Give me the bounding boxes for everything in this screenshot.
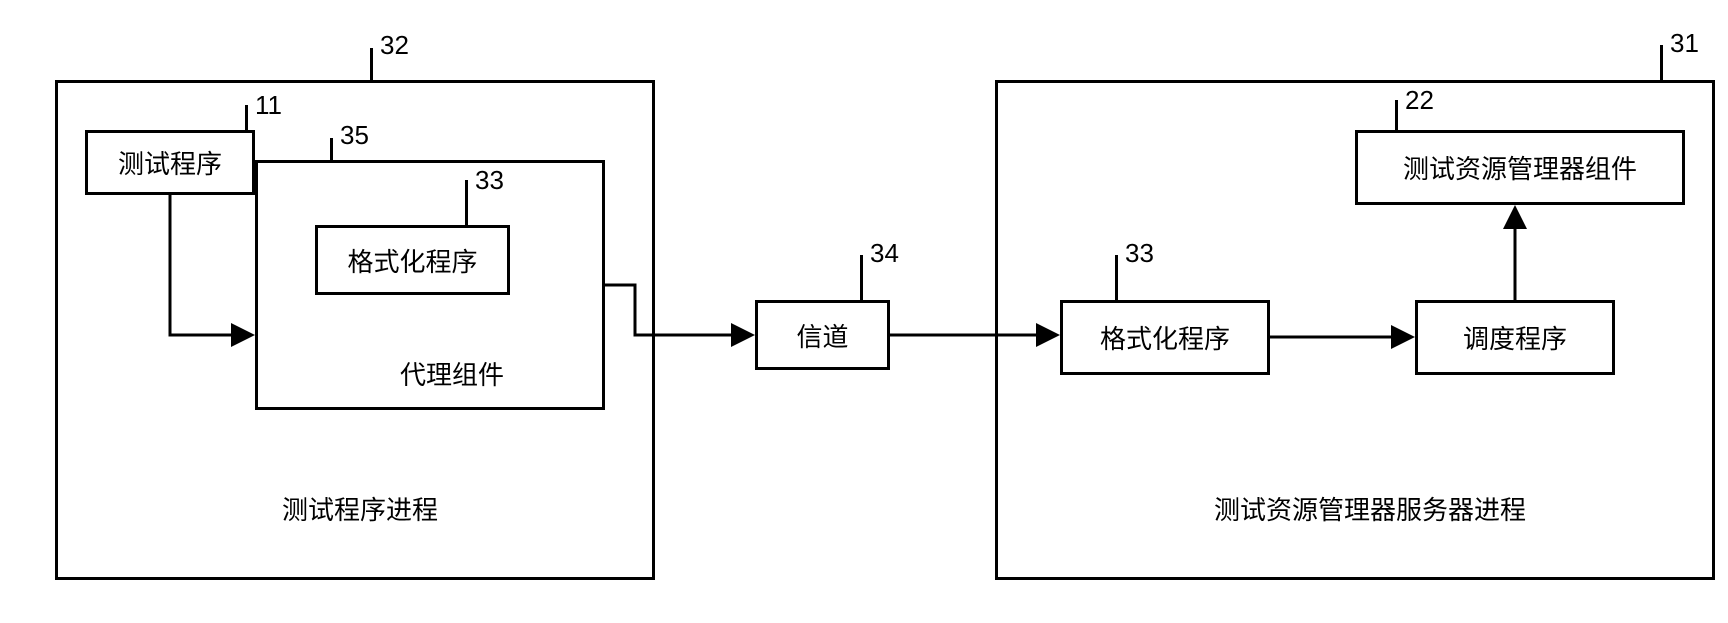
test-program-label: 测试程序 — [118, 144, 222, 181]
channel-box: 信道 — [755, 300, 890, 370]
dispatcher-label: 调度程序 — [1463, 319, 1567, 356]
test-program-box: 测试程序 — [85, 130, 255, 195]
left-formatter-lead — [465, 180, 468, 225]
left-formatter-num: 33 — [475, 165, 504, 196]
left-formatter-box: 格式化程序 — [315, 225, 510, 295]
manager-label: 测试资源管理器组件 — [1403, 149, 1637, 186]
channel-num: 34 — [870, 238, 899, 269]
right-process-lead — [1660, 45, 1663, 80]
manager-box: 测试资源管理器组件 — [1355, 130, 1685, 205]
diagram-root: 32 测试程序 11 35 代理组件 格式化程序 33 测试程序进程 信道 34… — [20, 20, 1728, 603]
proxy-num: 35 — [340, 120, 369, 151]
test-program-lead — [245, 105, 248, 130]
test-program-num: 11 — [255, 90, 282, 121]
proxy-lead — [330, 138, 333, 160]
right-process-num: 31 — [1670, 28, 1699, 59]
left-process-lead — [370, 48, 373, 80]
left-process-num: 32 — [380, 30, 409, 61]
right-process-caption: 测试资源管理器服务器进程 — [1170, 490, 1570, 527]
channel-label: 信道 — [796, 317, 848, 354]
channel-lead — [860, 255, 863, 300]
proxy-label: 代理组件 — [400, 355, 504, 392]
dispatcher-box: 调度程序 — [1415, 300, 1615, 375]
right-formatter-box: 格式化程序 — [1060, 300, 1270, 375]
right-formatter-num: 33 — [1125, 238, 1154, 269]
left-formatter-label: 格式化程序 — [347, 242, 477, 279]
right-formatter-label: 格式化程序 — [1100, 319, 1230, 356]
manager-num: 22 — [1405, 85, 1434, 116]
right-formatter-lead — [1115, 255, 1118, 300]
left-process-caption: 测试程序进程 — [260, 490, 460, 527]
manager-lead — [1395, 100, 1398, 130]
